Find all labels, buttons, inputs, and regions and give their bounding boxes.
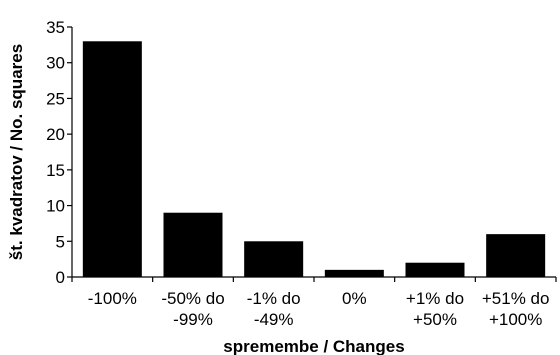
bar: [405, 262, 465, 277]
category-label: -99%: [173, 310, 213, 329]
category-label: +50%: [413, 310, 457, 329]
y-tick-label: 35: [46, 18, 65, 37]
y-tick-label: 30: [46, 54, 65, 73]
bar: [486, 234, 546, 277]
bar: [82, 41, 142, 278]
bars: [82, 41, 546, 278]
category-labels: -100% -50% do -99% -1% do -49% 0% +1% do +50% +5…: [88, 289, 550, 329]
y-tick-label: 20: [46, 125, 65, 144]
y-tick-label: 5: [56, 232, 65, 251]
category-label: +100%: [489, 310, 542, 329]
y-tick-label: 10: [46, 197, 65, 216]
x-axis: [71, 276, 557, 282]
bar: [244, 241, 304, 277]
category-label: -49%: [254, 310, 294, 329]
bar: [324, 269, 384, 277]
category-label: +1% do: [406, 289, 464, 308]
y-tick-label: 0: [56, 268, 65, 287]
category-label: +51% do: [482, 289, 550, 308]
x-axis-title: spremembe / Changes: [223, 337, 404, 355]
category-label: -100%: [88, 289, 137, 308]
y-tick-label: 15: [46, 161, 65, 180]
category-label: -50% do: [161, 289, 224, 308]
bar: [163, 212, 223, 277]
y-axis-title: št. kvadratov / No. squares: [7, 44, 26, 260]
y-axis: 0 5 10 15 20 25 30 35: [46, 18, 73, 287]
category-label: 0%: [342, 289, 367, 308]
category-label: -1% do: [247, 289, 301, 308]
y-tick-label: 25: [46, 89, 65, 108]
